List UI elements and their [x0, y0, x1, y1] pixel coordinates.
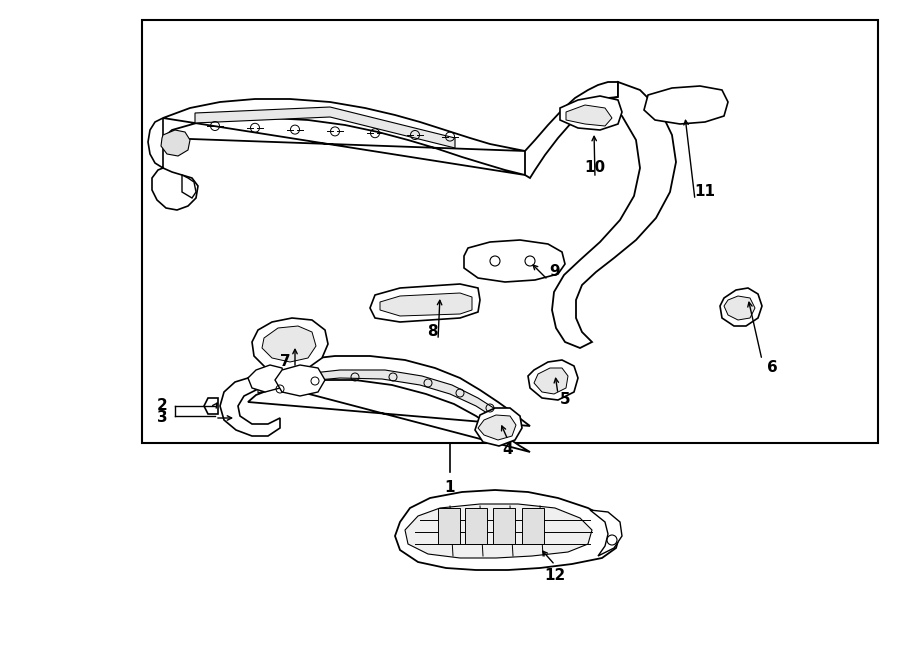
Text: 5: 5	[560, 393, 571, 407]
Bar	[465, 508, 487, 544]
Text: 8: 8	[427, 325, 437, 340]
Polygon shape	[262, 326, 316, 362]
Polygon shape	[252, 318, 328, 372]
Polygon shape	[478, 415, 516, 440]
Polygon shape	[552, 82, 676, 348]
Polygon shape	[720, 288, 762, 326]
Bar	[142, 20, 878, 443]
Polygon shape	[475, 408, 522, 446]
Text: 10: 10	[584, 161, 606, 176]
Polygon shape	[148, 118, 198, 210]
Polygon shape	[370, 284, 480, 322]
Polygon shape	[248, 365, 285, 392]
Text: 11: 11	[695, 184, 716, 200]
Polygon shape	[380, 293, 472, 316]
Polygon shape	[405, 504, 592, 558]
Polygon shape	[220, 378, 280, 436]
Polygon shape	[644, 86, 728, 124]
Text: 7: 7	[280, 354, 291, 369]
Polygon shape	[395, 490, 620, 570]
Bar	[438, 508, 460, 544]
Polygon shape	[161, 130, 190, 156]
Text: 9: 9	[550, 264, 561, 280]
Polygon shape	[534, 368, 568, 394]
Polygon shape	[724, 296, 755, 320]
Polygon shape	[195, 107, 455, 148]
Polygon shape	[163, 99, 525, 175]
Text: 6: 6	[767, 360, 778, 375]
Polygon shape	[528, 360, 578, 400]
Polygon shape	[275, 365, 325, 396]
Bar	[493, 508, 515, 544]
Polygon shape	[590, 510, 622, 556]
Polygon shape	[248, 356, 530, 452]
Text: 1: 1	[445, 481, 455, 496]
Text: 4: 4	[503, 442, 513, 457]
Text: 2: 2	[157, 399, 167, 414]
Text: 12: 12	[544, 568, 565, 584]
Bar	[522, 508, 544, 544]
Text: 3: 3	[157, 410, 167, 426]
Polygon shape	[525, 82, 618, 178]
Polygon shape	[560, 96, 622, 130]
Polygon shape	[182, 175, 196, 198]
Polygon shape	[258, 370, 516, 432]
Polygon shape	[566, 105, 612, 126]
Polygon shape	[204, 398, 218, 414]
Polygon shape	[464, 240, 565, 282]
